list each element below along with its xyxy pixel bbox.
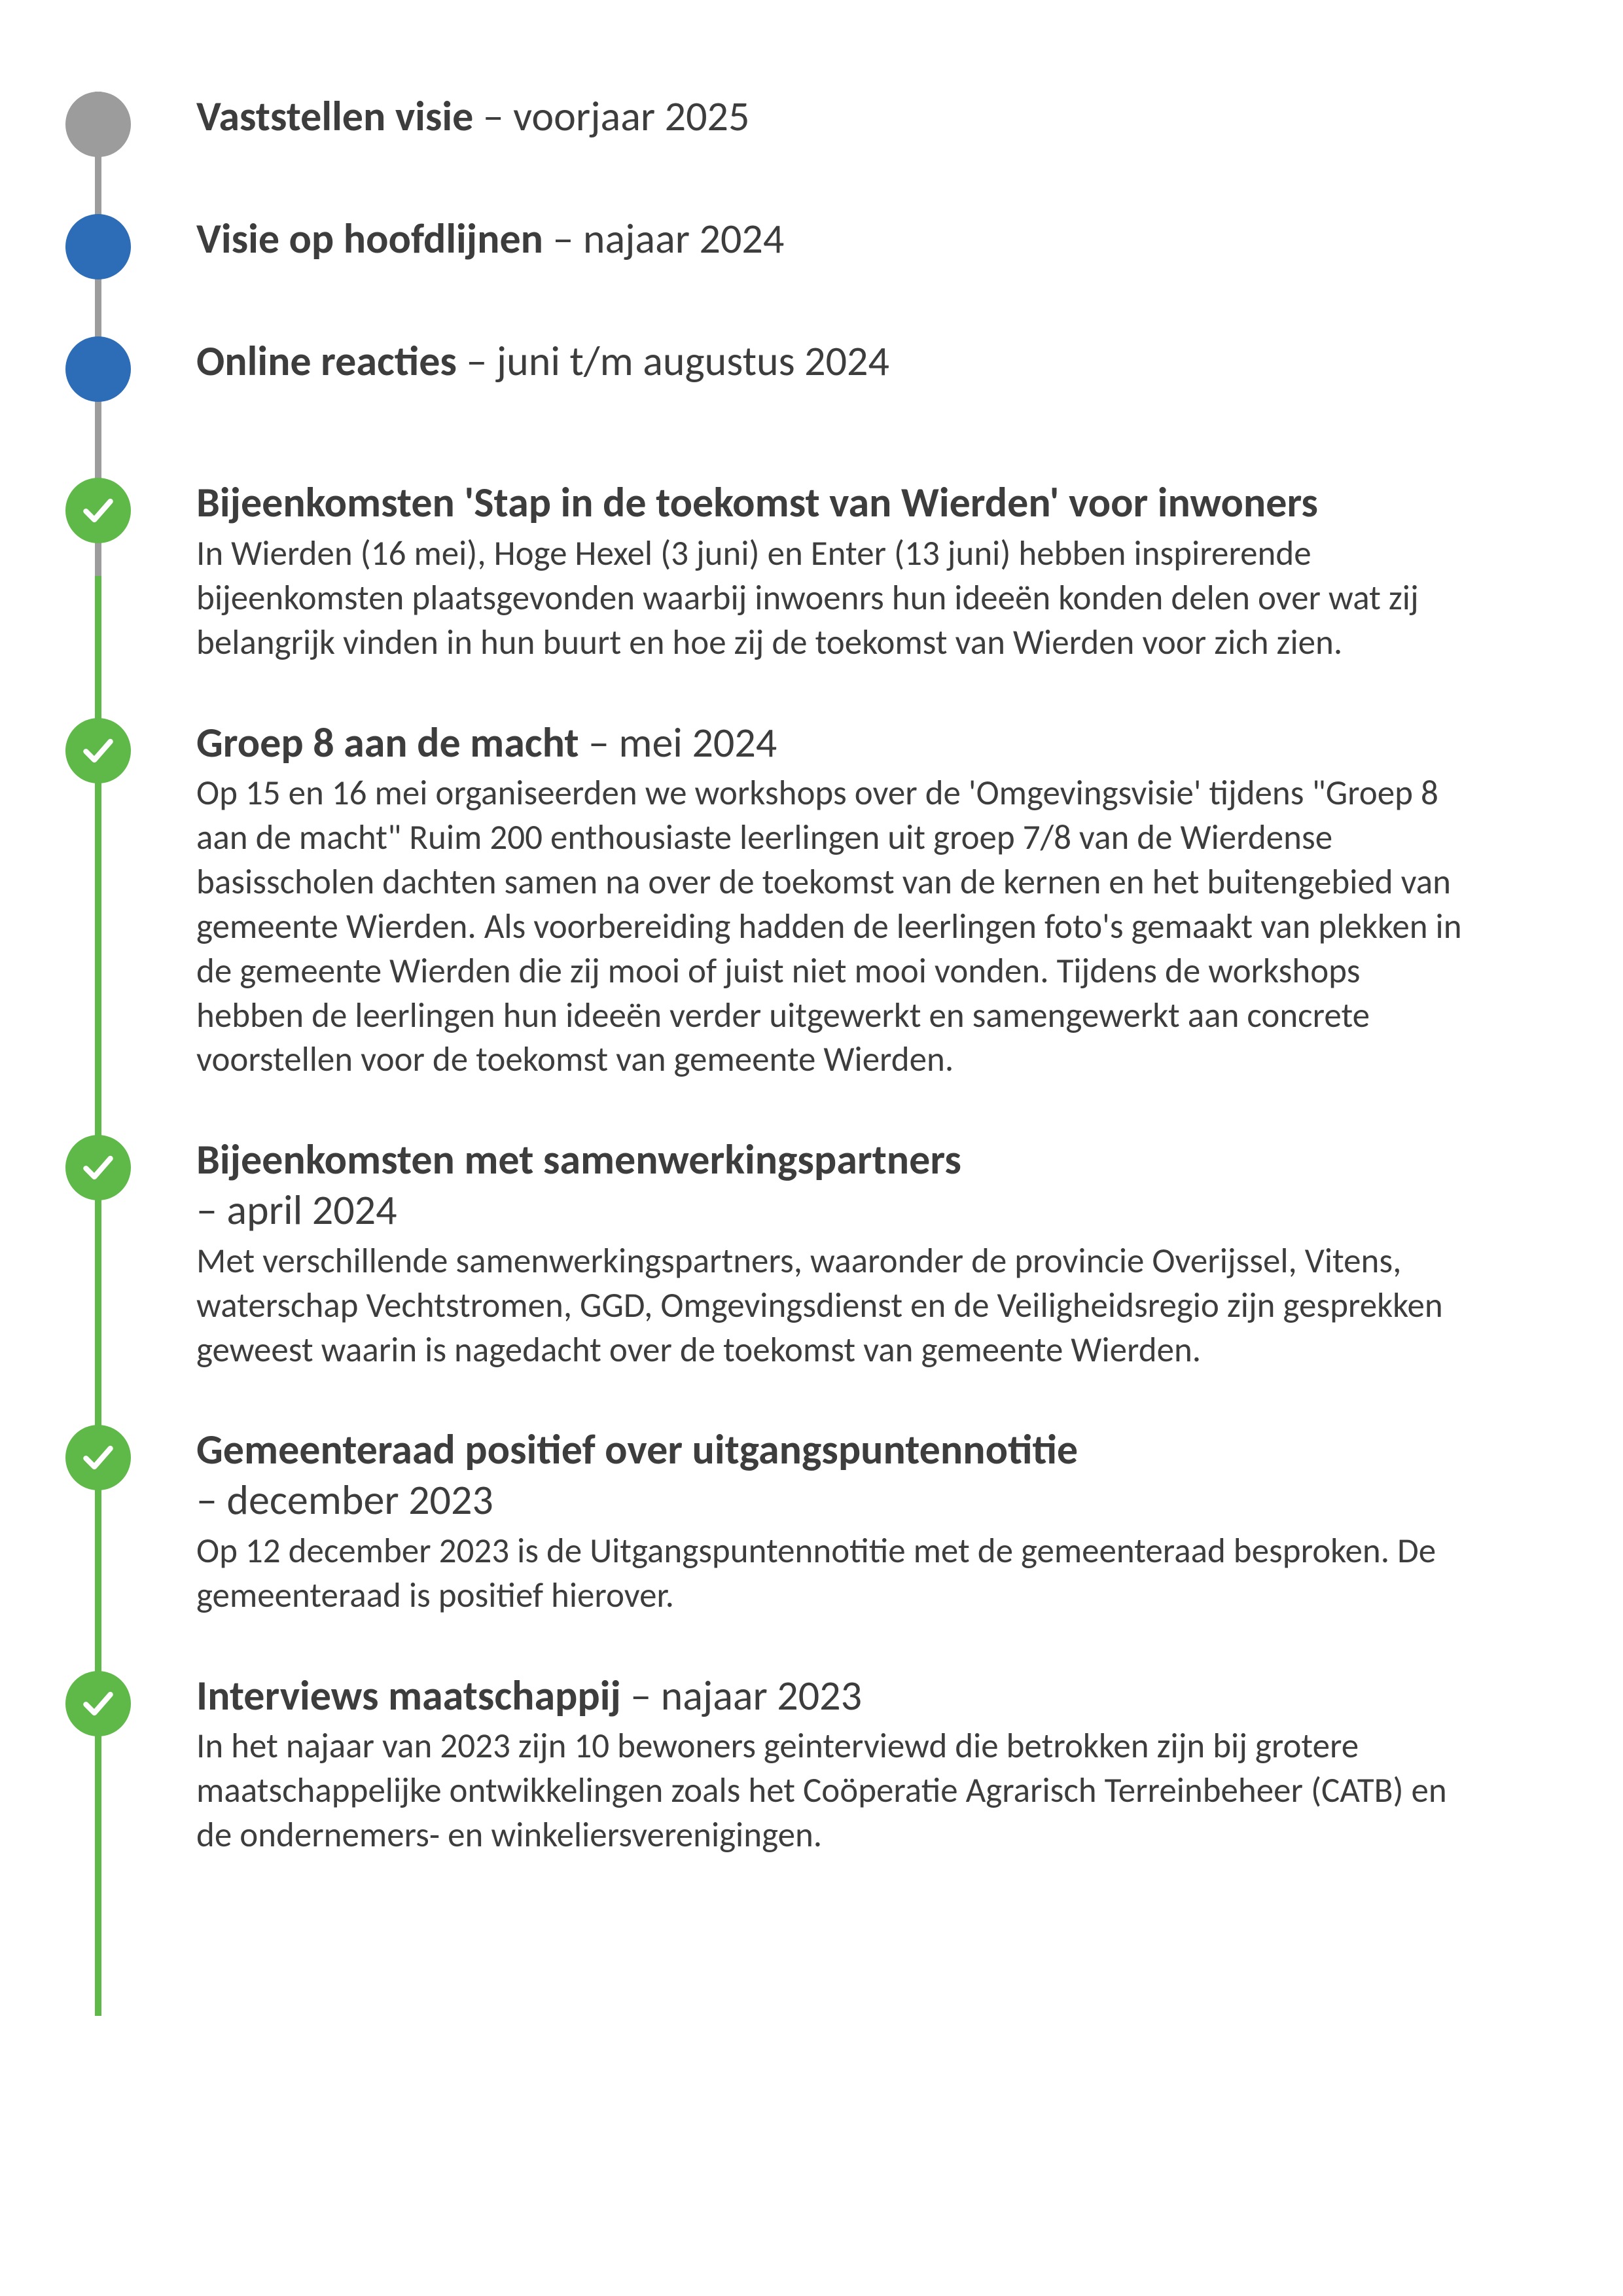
marker-circle — [65, 214, 131, 279]
check-icon — [80, 1149, 116, 1186]
heading-separator: – — [588, 717, 618, 768]
timeline-item-title: Visie op hoofdlijnen — [196, 213, 543, 264]
marker-circle — [65, 336, 131, 402]
timeline-item-heading: Groep 8 aan de macht – mei 2024 — [196, 718, 1571, 768]
heading-separator: – — [466, 336, 496, 387]
timeline-item-body: In Wierden (16 mei), Hoge Hexel (3 juni)… — [196, 532, 1472, 665]
timeline-item-body: Met verschillende samenwerkingspartners,… — [196, 1240, 1472, 1372]
timeline-item-date: december 2023 — [226, 1475, 493, 1526]
timeline-item: Gemeenteraad positief over uitgangspunte… — [196, 1425, 1571, 1618]
timeline-item-date: najaar 2023 — [661, 1670, 862, 1721]
timeline-item-title: Online reacties — [196, 336, 457, 387]
timeline-item-title: Gemeenteraad positief over uitgangspunte… — [196, 1424, 1078, 1475]
timeline-page: Vaststellen visie – voorjaar 2025 Visie … — [0, 0, 1623, 1989]
timeline-item-title: Vaststellen visie — [196, 91, 473, 142]
timeline-item-body: Op 15 en 16 mei organiseerden we worksho… — [196, 772, 1472, 1083]
timeline-line-green — [95, 576, 101, 2016]
timeline-item-title: Interviews maatschappij — [196, 1670, 621, 1721]
check-icon — [80, 732, 116, 769]
check-icon — [80, 1685, 116, 1722]
timeline-item-date: mei 2024 — [618, 717, 777, 768]
check-icon — [80, 492, 116, 529]
timeline-item-title: Bijeenkomsten 'Stap in de toekomst van W… — [196, 477, 1318, 528]
marker-circle — [65, 1671, 131, 1736]
timeline-item-body: Op 12 december 2023 is de Uitgangspunten… — [196, 1530, 1472, 1619]
marker-circle — [65, 478, 131, 543]
marker-circle — [65, 718, 131, 783]
timeline-item-title: Groep 8 aan de macht — [196, 717, 579, 768]
timeline-item: Bijeenkomsten 'Stap in de toekomst van W… — [196, 478, 1571, 665]
heading-separator: – — [483, 91, 513, 142]
timeline-item-heading: Gemeenteraad positief over uitgangspunte… — [196, 1425, 1571, 1526]
timeline-item-title: Bijeenkomsten met samenwerkingspartners — [196, 1134, 961, 1185]
timeline-item: Groep 8 aan de macht – mei 2024 Op 15 en… — [196, 718, 1571, 1083]
heading-separator: – — [196, 1185, 226, 1236]
check-icon — [80, 1439, 116, 1476]
timeline-item: Interviews maatschappij – najaar 2023 In… — [196, 1671, 1571, 1858]
timeline-item-heading: Online reacties – juni t/m augustus 2024 — [196, 336, 1571, 387]
timeline-item-date: najaar 2024 — [583, 213, 784, 264]
heading-separator: – — [630, 1670, 660, 1721]
marker-circle — [65, 1135, 131, 1200]
heading-separator: – — [552, 213, 582, 264]
marker-circle — [65, 1425, 131, 1490]
timeline-item-heading: Bijeenkomsten 'Stap in de toekomst van W… — [196, 478, 1571, 528]
timeline-item: Vaststellen visie – voorjaar 2025 — [196, 39, 1571, 142]
timeline-item-date: juni t/m augustus 2024 — [497, 336, 889, 387]
timeline-item: Online reacties – juni t/m augustus 2024 — [196, 336, 1571, 387]
timeline-item-heading: Interviews maatschappij – najaar 2023 — [196, 1671, 1571, 1721]
timeline-item-body: In het najaar van 2023 zijn 10 bewoners … — [196, 1725, 1472, 1857]
heading-separator: – — [196, 1475, 226, 1526]
timeline-item-date: voorjaar 2025 — [513, 91, 749, 142]
timeline-item-heading: Visie op hoofdlijnen – najaar 2024 — [196, 214, 1571, 264]
marker-circle — [65, 92, 131, 157]
timeline-item: Bijeenkomsten met samenwerkingspartners … — [196, 1135, 1571, 1372]
timeline-item-date: april 2024 — [226, 1185, 397, 1236]
timeline-item-heading: Bijeenkomsten met samenwerkingspartners … — [196, 1135, 1571, 1236]
timeline-item: Visie op hoofdlijnen – najaar 2024 — [196, 214, 1571, 264]
timeline-item-heading: Vaststellen visie – voorjaar 2025 — [196, 92, 1571, 142]
